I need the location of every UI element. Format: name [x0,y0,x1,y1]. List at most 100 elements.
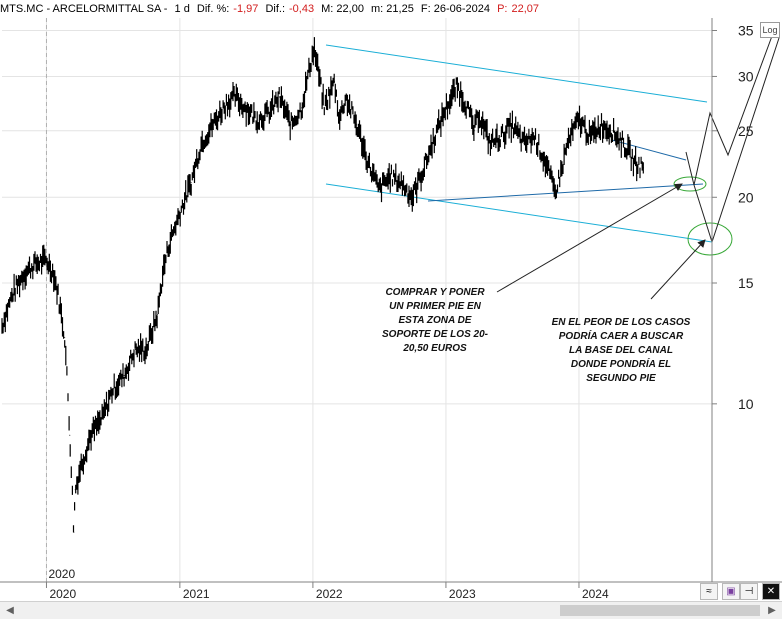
short-trend-line [611,139,687,161]
y-tick-label: 35 [738,23,754,39]
note2-line: PODRÍA CAER A BUSCAR [558,331,684,342]
date-label: F: 26-06-2024 [420,3,490,15]
price-point [12,292,14,294]
dif-label: Dif.: [265,3,285,15]
pin-icon[interactable]: ⊣ [740,583,758,600]
dif-value: -0,43 [289,3,315,15]
log-scale-toggle[interactable]: Log [760,22,780,38]
price-point [145,349,147,351]
grid [2,18,712,582]
scroll-right-icon[interactable]: ▶ [768,605,776,616]
price-point [179,212,181,214]
price-point [466,107,468,109]
max-label: M: 22,00 [321,3,364,15]
price-point [473,130,475,132]
price-point [323,107,325,109]
price-point [200,142,202,144]
note2-line: LA BASE DEL CANAL [569,345,673,356]
price-point [74,489,76,491]
wave-icon[interactable]: ≈ [700,583,718,600]
price-point [1,325,3,327]
channel-lower-line [325,183,713,243]
price-point [162,272,164,274]
price-point [168,245,170,247]
price-point [73,531,75,533]
close-icon[interactable]: ✕ [762,583,780,600]
price-point [190,182,192,184]
price-point [123,374,125,376]
annotation-note2: EN EL PEOR DE LOS CASOS PODRÍA CAER A BU… [548,316,694,386]
price-point [423,168,425,170]
price-point [445,107,447,109]
price-point [367,161,369,163]
price-point [642,167,644,169]
corner-year-label: 2020 [48,567,75,581]
price-point [567,142,569,144]
price-point [234,96,236,98]
price-point [290,124,292,126]
y-tick-label: 20 [738,189,754,205]
projection-path-upper [685,35,773,186]
price-point [500,136,502,138]
dif-pct-value: -1,97 [233,3,259,15]
price-point [90,434,92,436]
price-point [356,124,358,126]
price-point [278,96,280,98]
x-tick-label: 2023 [449,587,476,601]
price-point [339,118,341,120]
x-tick-label: 2024 [582,587,609,601]
ticker-label: MTS.MC - ARCELORMITTAL SA - [0,3,168,15]
price-point [522,142,524,144]
price-point [64,336,66,338]
price-point [389,175,391,177]
x-tick-label: 2021 [183,587,210,601]
price-point [112,388,114,390]
price-point [23,272,25,274]
channel-upper-line [325,44,708,103]
price-point [57,292,59,294]
price-point [589,136,591,138]
price-point [212,124,214,126]
price-point [52,272,54,274]
price-point [79,469,81,471]
save-icon[interactable]: ▣ [722,583,740,600]
axes: 10 15 20 25 30 35 2020 2021 2022 2023 2024 2020 [0,18,782,601]
dif-pct-label: Dif. %: [196,3,230,15]
price-point [411,196,413,198]
price-point [456,86,458,88]
note2-line: DONDE PONDRÍA EL [570,359,672,370]
price-point [400,182,402,184]
price-point [600,124,602,126]
price-point [267,112,269,114]
horizontal-scrollbar[interactable]: ◀ ▶ [0,601,782,619]
price-point [245,107,247,109]
pointer-arrow-note1 [496,183,683,293]
price-point [378,189,380,191]
price-point [256,118,258,120]
period-label: 1 d [174,3,190,15]
price-point [544,161,546,163]
note1-line: SOPORTE DE LOS 20- [382,329,488,340]
note1-line: UN PRIMER PIE EN [389,301,481,312]
trend-lines [325,44,733,256]
price-point [611,130,613,132]
price-point [69,434,71,436]
channel-base-ellipse [687,222,733,256]
price-point [226,101,228,103]
price-point [554,192,556,194]
pointer-arrow-note2 [650,239,706,300]
y-tick-label: 10 [738,396,754,412]
price-point [561,168,563,170]
note1-line: 20,50 EUROS [403,343,467,354]
y-tick-label: 25 [738,123,754,139]
chart-header: MTS.MC - ARCELORMITTAL SA - 1 d Dif. %: -… [0,0,740,18]
price-point [134,349,136,351]
x-tick-label: 2020 [49,587,76,601]
note1-line: COMPRAR Y PONER [385,287,485,298]
support-line [427,183,704,202]
scroll-thumb[interactable] [560,605,760,616]
scroll-left-icon[interactable]: ◀ [6,605,14,616]
note1-line: ESTA ZONA DE [398,315,472,326]
note2-line: EN EL PEOR DE LOS CASOS [551,317,691,328]
